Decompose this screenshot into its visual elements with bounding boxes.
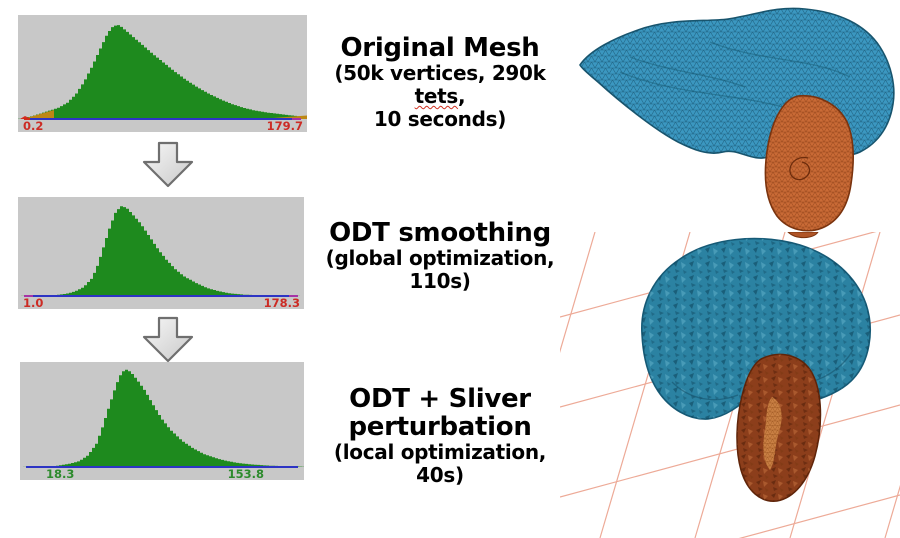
stage-subtitle: (global optimization, 110s): [307, 247, 573, 293]
cerebellum-light-patch-wire: [763, 397, 782, 470]
max-angle-label: 153.8: [227, 467, 264, 481]
axis-left-tip: [24, 118, 30, 120]
subtitle-text: (global optimization,: [325, 246, 555, 271]
histogram-plot: [18, 25, 307, 120]
mesh-render-optimized: [560, 232, 900, 538]
stage-title: Original Mesh: [340, 33, 540, 63]
min-angle-label: 1.0: [23, 296, 44, 310]
histogram-plot: [18, 206, 304, 296]
histogram-axis-line: [26, 466, 298, 468]
quality-histogram-odt: 1.0 178.3: [18, 197, 304, 310]
subtitle-text: 10 seconds): [373, 106, 507, 131]
kidney-wireframe: [765, 95, 854, 231]
subtitle-text: (50k vertices, 290k: [334, 61, 546, 86]
subtitle-text: (local optimization, 40s): [333, 440, 547, 487]
mesh-render-original: [579, 7, 895, 232]
axis-right-tip: [289, 295, 298, 297]
max-angle-label: 179.7: [266, 119, 303, 133]
axis-left-tip: [24, 295, 33, 297]
stage-subtitle: (50k vertices, 290k tets, 10 seconds): [307, 62, 573, 130]
stage-label-original: Original Mesh (50k vertices, 290k tets, …: [307, 34, 573, 130]
max-angle-label: 178.3: [263, 296, 300, 310]
min-angle-label: 0.2: [23, 119, 44, 133]
kidney-bottom-sliver: [787, 232, 819, 239]
subtitle-text: ,: [458, 83, 466, 108]
min-angle-label: 18.3: [46, 467, 75, 481]
subtitle-text-spellchecked: tets: [414, 83, 459, 108]
histogram-axis-line: [24, 118, 301, 120]
subtitle-text: 110s): [409, 268, 471, 293]
kidney-hilum-spiral: [789, 156, 811, 181]
down-arrow-icon: [142, 316, 194, 363]
stage-title: ODT + Sliver perturbation: [348, 384, 532, 443]
stage-title: ODT smoothing: [329, 218, 551, 248]
axis-right-tip: [292, 118, 301, 120]
cerebellum-mesh: [736, 353, 822, 502]
down-arrow-icon: [142, 141, 194, 188]
liver-crease-lines: [619, 41, 851, 113]
quality-histogram-sliver: 18.3 153.8: [20, 362, 304, 481]
stage-subtitle: (local optimization, 40s): [307, 441, 573, 487]
histogram-axis-line: [24, 295, 298, 297]
stage-label-sliver: ODT + Sliver perturbation (local optimiz…: [307, 385, 573, 487]
histogram-plot: [20, 369, 304, 467]
kidney-mesh: [764, 95, 854, 232]
stage-label-odt: ODT smoothing (global optimization, 110s…: [307, 219, 573, 293]
quality-histogram-original: 0.2 179.7: [18, 15, 307, 133]
